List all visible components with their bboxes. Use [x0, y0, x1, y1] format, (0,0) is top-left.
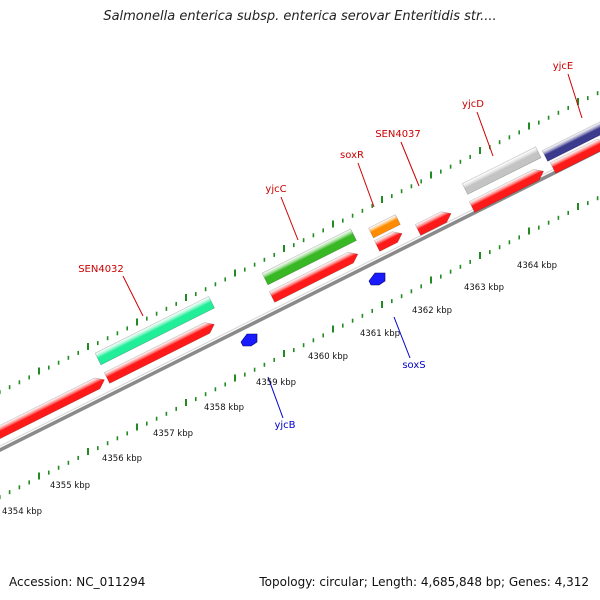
cds-feature-bar-shape [414, 211, 452, 236]
cds-feature-bar [103, 322, 215, 384]
forward-tick-track [0, 91, 599, 395]
cds-feature-bar-shape [268, 251, 359, 303]
scale-label: 4363 kbp [464, 283, 504, 293]
gene-label-soxs: soxS [402, 360, 425, 371]
genome-backbone [0, 148, 600, 452]
scale-label: 4358 kbp [204, 403, 244, 413]
gene-label-sen4037: SEN4037 [375, 129, 421, 140]
cds-feature-bar [468, 169, 545, 213]
gene-bar-soxr-shape [368, 214, 401, 239]
cds-feature-bar [373, 231, 403, 252]
gene-label-soxr: soxR [340, 150, 364, 161]
scale-label: 4362 kbp [412, 306, 452, 316]
gene-leader-line [267, 376, 284, 419]
gene-bar-yjcc-shape [261, 228, 357, 286]
scale-label: 4364 kbp [517, 261, 557, 271]
gene-bar-sen4032 [94, 295, 215, 366]
gene-leader-line [122, 275, 144, 317]
gene-leader-line [357, 162, 375, 208]
gene-label-yjcc: yjcC [265, 184, 286, 195]
gene-leader-line [476, 111, 494, 157]
scale-label: 4361 kbp [360, 329, 400, 339]
genome-title: Salmonella enterica subsp. enterica sero… [103, 9, 497, 24]
accession-label: Accession: NC_011294 [9, 575, 146, 589]
cds-feature-bar [414, 211, 452, 236]
scale-label: 4354 kbp [2, 507, 42, 517]
reverse-gene-marker [240, 333, 258, 347]
gene-leader-line [400, 141, 420, 187]
scale-label: 4360 kbp [308, 352, 348, 362]
gene-label-sen4032: SEN4032 [78, 264, 124, 275]
gene-bar-yjce-shape [541, 118, 600, 162]
gene-leader-line [280, 196, 299, 241]
gene-bar-sen4032-shape [94, 295, 215, 366]
cds-feature-bar-shape [0, 377, 105, 443]
gene-bar-yjcc [261, 228, 357, 286]
cds-feature-bar-shape [373, 231, 403, 252]
cds-feature-bar [0, 377, 105, 443]
genome-summary: Topology: circular; Length: 4,685,848 bp… [259, 575, 589, 589]
cds-feature-bar-shape [549, 139, 600, 174]
gene-bar-yjce [541, 118, 600, 162]
cds-feature-bar-shape [103, 322, 215, 384]
scale-label: 4357 kbp [153, 429, 193, 439]
reverse-tick-track [0, 196, 599, 500]
gene-bar-yjcd [461, 146, 542, 195]
gene-leader-line [567, 73, 583, 119]
scale-label: 4355 kbp [50, 481, 90, 491]
gene-bar-yjcd-shape [461, 146, 542, 195]
gene-label-yjcb: yjcB [274, 420, 295, 431]
reverse-gene-marker [368, 272, 386, 286]
scale-label: 4359 kbp [256, 378, 296, 388]
gene-bar-soxr [368, 214, 401, 239]
cds-feature-bar [549, 139, 600, 174]
gene-leader-line [393, 316, 411, 359]
gene-label-yjce: yjcE [553, 61, 574, 72]
scale-label: 4356 kbp [102, 454, 142, 464]
cds-feature-bar [268, 251, 359, 303]
gene-label-yjcd: yjcD [462, 99, 484, 110]
cds-feature-bar-shape [468, 169, 545, 213]
